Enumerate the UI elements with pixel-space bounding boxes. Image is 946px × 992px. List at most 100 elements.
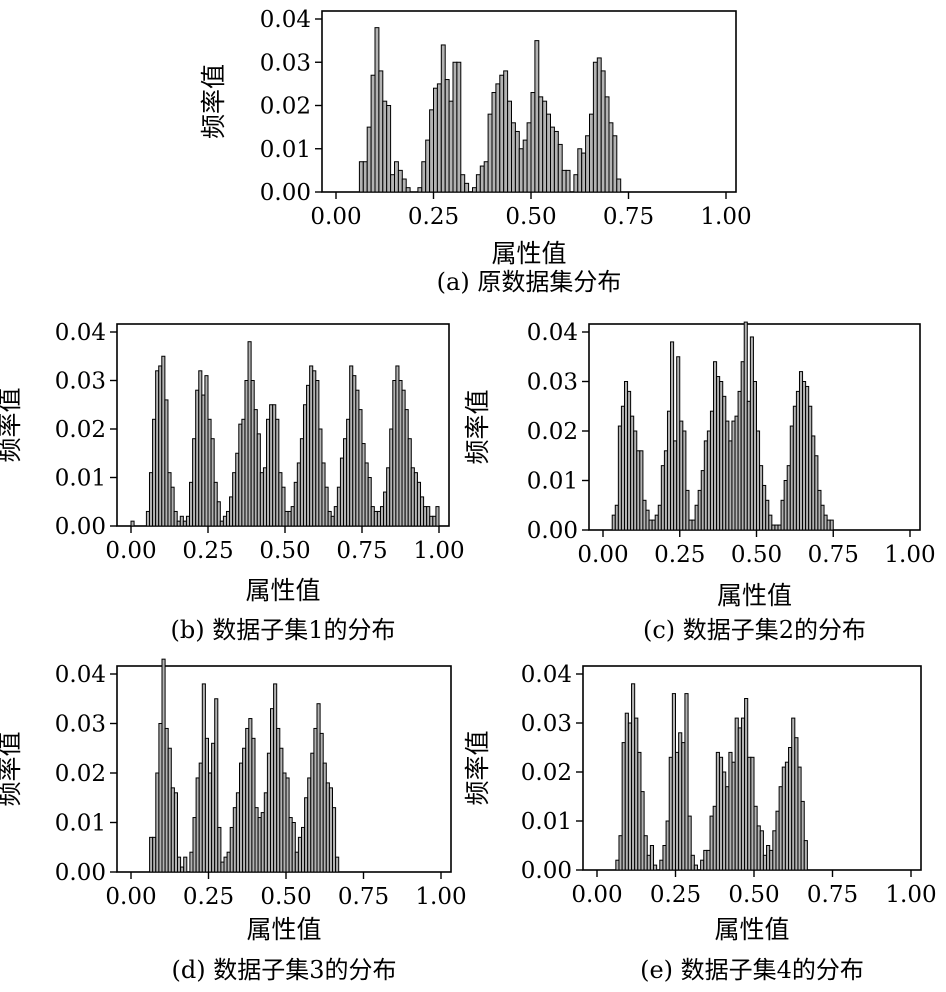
histogram-bar (596, 57, 602, 193)
chart-panel-5: 0.00 0.01 0.02 0.03 0.04 0.00 0.25 0.50 0.75 1.00… (463, 662, 937, 984)
y-tick-label: 0.03 (55, 369, 106, 395)
histogram-bar (291, 822, 296, 873)
histogram-bar (495, 83, 501, 193)
histogram-bar (608, 122, 614, 193)
histogram-bar (565, 169, 571, 193)
histogram-bar (768, 514, 773, 531)
y-tick-label: 0.02 (55, 761, 106, 787)
histogram-bar (440, 44, 446, 193)
histogram-bar (518, 148, 524, 193)
y-tick-label: 0.01 (521, 809, 572, 835)
x-tick-label: 0.25 (408, 204, 459, 230)
histogram-bar (216, 501, 221, 527)
histogram-bar (332, 807, 337, 873)
y-tick-label: 0.03 (527, 370, 578, 396)
histogram-bar (475, 174, 481, 193)
x-tick-label: 0.50 (259, 538, 310, 564)
histogram-bar (585, 135, 590, 193)
x-tick-label: 1.00 (415, 884, 466, 910)
histogram-bar (429, 109, 435, 193)
panel-caption: (a) 原数据集分布 (437, 268, 622, 296)
histogram-bar (491, 92, 497, 193)
histogram-bar (435, 506, 440, 527)
x-tick-label: 0.00 (577, 542, 628, 568)
histogram-bar (358, 161, 364, 193)
y-tick-label: 0.03 (521, 711, 572, 737)
panel-caption: (d) 数据子集3的分布 (172, 956, 397, 984)
chart-panel-4: 0.00 0.01 0.02 0.03 0.04 0.00 0.25 0.50 0.75 1.00… (0, 658, 467, 984)
x-tick-label: 0.75 (807, 882, 858, 908)
histogram-bar (335, 856, 340, 873)
histogram-bar (522, 139, 528, 193)
x-tick-label: 0.25 (654, 542, 705, 568)
histogram-bar (639, 450, 644, 531)
histogram-bar (401, 178, 407, 193)
histogram-bar (507, 100, 513, 193)
x-axis-label: 属性值 (717, 581, 792, 610)
histogram-bar (425, 139, 431, 193)
histogram-bar (670, 341, 675, 531)
histogram-bar (170, 486, 175, 527)
x-tick-label: 0.00 (105, 538, 156, 564)
histogram-bar (281, 486, 286, 527)
x-tick-label: 0.25 (650, 882, 701, 908)
x-tick-label: 0.50 (731, 542, 782, 568)
histogram-bar (183, 856, 188, 873)
histogram-bar (487, 113, 493, 193)
histogram-bar (553, 130, 559, 193)
histogram-bar (684, 693, 689, 871)
histogram-bar (514, 130, 520, 193)
histogram-bar (499, 74, 505, 193)
x-tick-label: 0.25 (182, 538, 233, 564)
histogram-bar (534, 40, 540, 193)
x-tick-label: 0.75 (808, 542, 859, 568)
histogram-bar (251, 737, 256, 873)
x-tick-label: 1.00 (884, 542, 935, 568)
histogram-bar (173, 792, 178, 873)
histogram-bar (640, 791, 645, 871)
histogram-bar (130, 520, 135, 527)
y-tick-label: 0.02 (55, 417, 106, 443)
x-tick-label: 0.50 (260, 884, 311, 910)
y-tick-label: 0.00 (521, 858, 572, 884)
histogram-bar (546, 113, 551, 193)
histogram-bar (394, 161, 399, 193)
histogram-bar (386, 105, 392, 193)
histogram-bar (460, 174, 466, 193)
x-tick-label: 0.00 (105, 884, 156, 910)
y-tick-label: 0.04 (260, 7, 311, 33)
panel-caption: (c) 数据子集2的分布 (643, 616, 866, 644)
histogram-bar (390, 174, 396, 193)
histogram-bar (612, 135, 618, 193)
histogram-bar (687, 815, 692, 871)
y-axis-label: 频率值 (463, 730, 492, 805)
histogram-bar (421, 161, 427, 193)
histogram-bar (214, 698, 219, 873)
histogram-bar (464, 182, 470, 193)
y-tick-label: 0.00 (527, 518, 578, 544)
histogram-bar (829, 519, 834, 531)
histogram-bar (803, 840, 808, 871)
y-tick-label: 0.04 (527, 320, 578, 346)
panel-caption: (e) 数据子集4的分布 (640, 956, 864, 984)
y-tick-label: 0.02 (260, 94, 311, 120)
histogram-bar (503, 70, 509, 193)
y-tick-label: 0.02 (521, 760, 572, 786)
y-axis-label: 频率值 (0, 731, 24, 806)
histogram-bar (538, 96, 544, 193)
histogram-bar (217, 826, 222, 873)
histogram-bar (653, 864, 658, 871)
y-tick-label: 0.02 (527, 419, 578, 445)
histogram-bar (472, 187, 477, 193)
histogram-bar (592, 61, 598, 193)
histogram-bar (550, 126, 555, 193)
x-axis-label: 属性值 (714, 915, 789, 944)
histogram-bar (444, 79, 450, 193)
histogram-bar (526, 122, 532, 193)
y-tick-label: 0.03 (55, 712, 106, 738)
y-tick-label: 0.00 (55, 514, 106, 540)
y-tick-label: 0.01 (55, 811, 106, 837)
x-tick-label: 0.75 (603, 204, 654, 230)
histogram-bar (362, 161, 368, 193)
